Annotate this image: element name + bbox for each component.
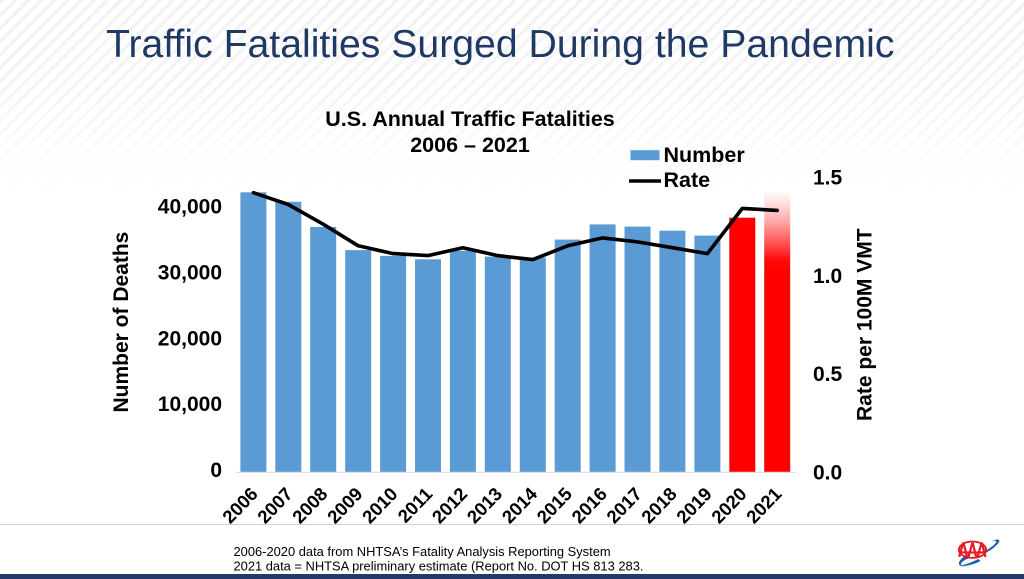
svg-text:20,000: 20,000 (158, 327, 222, 350)
svg-text:2007: 2007 (253, 483, 297, 527)
svg-text:2006-2020 data from NHTSA’s Fa: 2006-2020 data from NHTSA’s Fatality Ana… (234, 544, 611, 559)
svg-text:2021: 2021 (742, 483, 786, 527)
svg-text:0.5: 0.5 (813, 363, 843, 386)
svg-text:2021 data = NHTSA preliminary: 2021 data = NHTSA preliminary estimate (… (234, 559, 644, 574)
svg-text:0.0: 0.0 (813, 462, 842, 485)
svg-text:2016: 2016 (567, 483, 611, 527)
svg-text:30,000: 30,000 (158, 262, 222, 285)
svg-text:2019: 2019 (672, 483, 716, 527)
svg-text:2013: 2013 (462, 483, 506, 527)
svg-text:Rate: Rate (664, 168, 711, 192)
svg-text:10,000: 10,000 (158, 393, 222, 416)
svg-text:2012: 2012 (428, 483, 472, 527)
svg-text:1.0: 1.0 (813, 265, 842, 288)
svg-text:2017: 2017 (602, 483, 646, 527)
svg-text:2008: 2008 (288, 483, 332, 527)
svg-text:2006: 2006 (218, 483, 262, 527)
svg-text:2020: 2020 (707, 483, 751, 527)
svg-text:2009: 2009 (323, 483, 367, 527)
svg-text:2006 – 2021: 2006 – 2021 (410, 133, 530, 157)
svg-text:U.S. Annual Traffic Fatalities: U.S. Annual Traffic Fatalities (325, 107, 615, 131)
svg-text:40,000: 40,000 (158, 196, 222, 219)
svg-text:0: 0 (210, 459, 222, 482)
svg-text:2010: 2010 (358, 483, 402, 527)
svg-text:2011: 2011 (393, 483, 436, 526)
svg-text:Number: Number (664, 143, 746, 167)
svg-text:2018: 2018 (637, 483, 681, 527)
svg-text:2014: 2014 (497, 483, 541, 528)
svg-text:Rate per 100M VMT: Rate per 100M VMT (854, 228, 877, 421)
svg-text:1.5: 1.5 (813, 167, 843, 190)
svg-text:2015: 2015 (532, 483, 576, 527)
svg-text:Number of Deaths: Number of Deaths (110, 232, 133, 413)
